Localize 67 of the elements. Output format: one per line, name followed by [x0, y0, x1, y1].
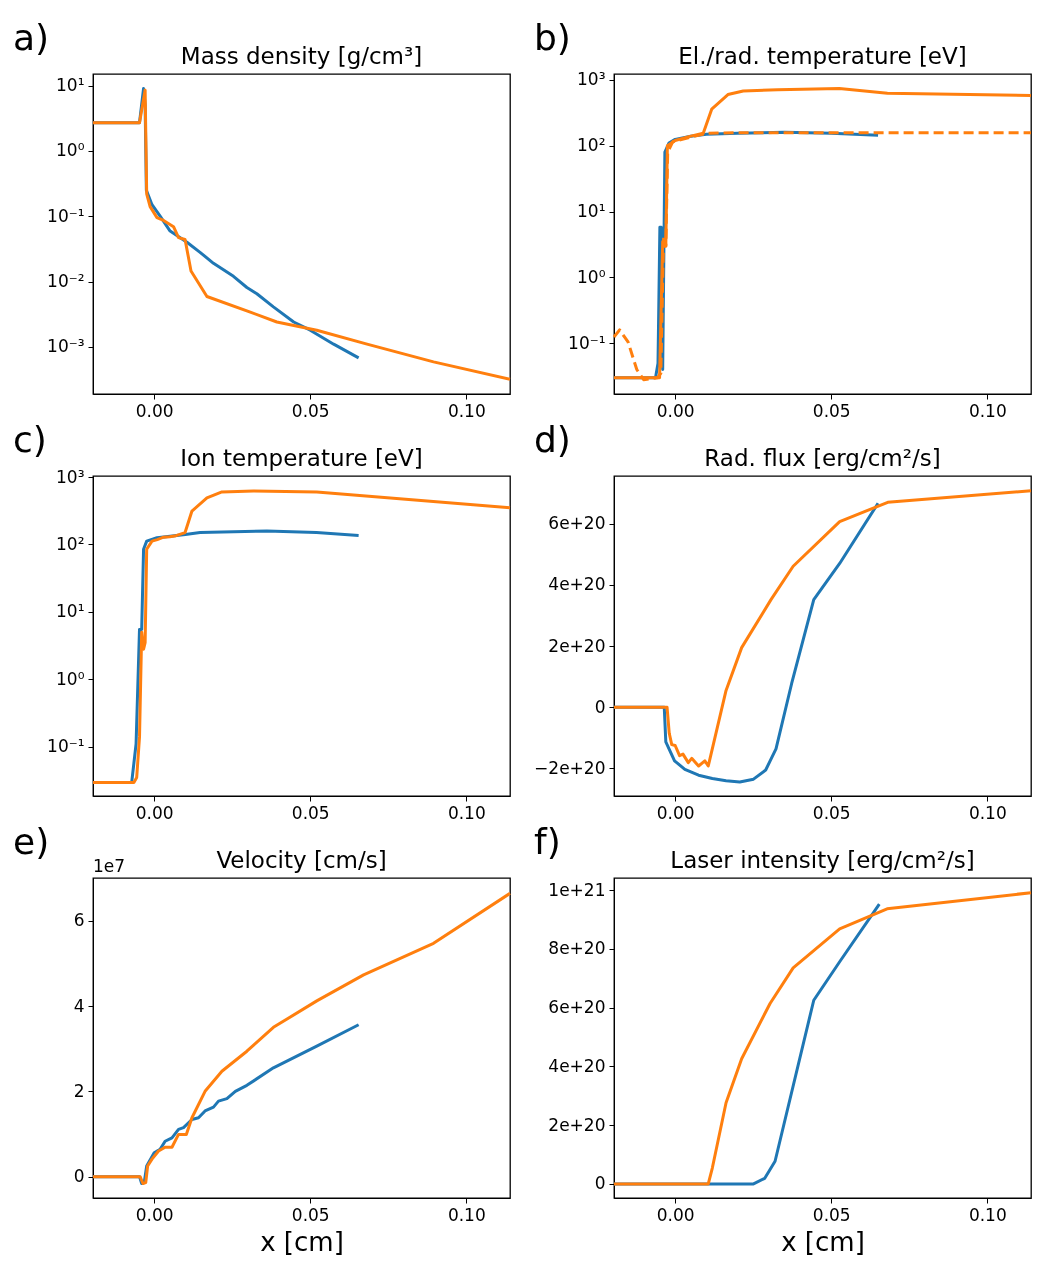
- chart-title: Mass density [g/cm³]: [180, 43, 423, 69]
- y-tick-label: 1e+21: [548, 879, 606, 900]
- y-tick-label: 2e+20: [548, 1114, 606, 1135]
- x-tick-label: 0.00: [135, 802, 174, 823]
- x-tick-label: 0.00: [135, 400, 174, 421]
- y-tick-label: 4e+20: [548, 1055, 606, 1076]
- y-tick-label: −2e+20: [534, 757, 606, 778]
- line-series: [612, 87, 1033, 380]
- y-tick-label: 10⁰: [577, 266, 606, 287]
- y-tick-label: 6e+20: [548, 997, 606, 1018]
- y-tick-label: 10⁰: [56, 140, 85, 161]
- y-tick-label: 10²: [577, 135, 606, 156]
- y-tick-label: 10⁻³: [47, 336, 85, 357]
- y-tick-label: 10⁻¹: [47, 736, 85, 757]
- x-tick-label: 0.10: [447, 802, 486, 823]
- text: b): [534, 17, 571, 58]
- text: d): [534, 419, 571, 460]
- y-tick-label: 10³: [577, 69, 606, 90]
- chart-title: Velocity [cm/s]: [216, 847, 387, 873]
- chart-title: Rad. flux [erg/cm²/s]: [704, 445, 941, 471]
- x-tick-label: 0.10: [968, 1204, 1007, 1225]
- y-tick-label: 0: [594, 696, 606, 717]
- y-tick-label: 8e+20: [548, 938, 606, 959]
- y-tick-label: 10²: [56, 533, 85, 554]
- y-tick-label: 10¹: [56, 75, 85, 96]
- line-series: [91, 891, 512, 1185]
- x-tick-label: 0.10: [447, 1204, 486, 1225]
- x-axis-title: x [cm]: [781, 1226, 865, 1257]
- x-tick-label: 0.00: [656, 802, 695, 823]
- text: 1e7: [93, 856, 126, 876]
- line-series: [91, 88, 512, 381]
- line-series: [91, 489, 512, 784]
- y-tick-label: 2e+20: [548, 635, 606, 656]
- text: c): [13, 419, 47, 460]
- x-tick-label: 0.00: [656, 400, 695, 421]
- y-tick-label: 0: [594, 1173, 606, 1194]
- chart-title: Laser intensity [erg/cm²/s]: [670, 847, 975, 873]
- x-tick-label: 0.05: [812, 802, 851, 823]
- y-tick-label: 2: [73, 1080, 85, 1101]
- y-tick-label: 10³: [56, 466, 85, 487]
- chart-title: Ion temperature [eV]: [180, 445, 423, 471]
- x-axis-title: x [cm]: [260, 1226, 344, 1257]
- text: e): [13, 821, 50, 862]
- x-tick-label: 0.05: [291, 1204, 330, 1225]
- x-tick-label: 0.10: [968, 400, 1007, 421]
- y-tick-label: 6: [73, 910, 85, 931]
- y-tick-label: 10⁻²: [47, 271, 85, 292]
- text: a): [13, 17, 50, 58]
- x-tick-label: 0.05: [291, 400, 330, 421]
- y-tick-label: 0: [73, 1166, 85, 1187]
- y-tick-label: 10¹: [56, 601, 85, 622]
- y-tick-label: 10⁰: [56, 668, 85, 689]
- y-tick-label: 4: [73, 995, 85, 1016]
- x-tick-label: 0.05: [812, 400, 851, 421]
- y-tick-label: 6e+20: [548, 513, 606, 534]
- y-tick-label: 4e+20: [548, 574, 606, 595]
- x-tick-label: 0.05: [291, 802, 330, 823]
- x-tick-label: 0.10: [447, 400, 486, 421]
- x-tick-label: 0.00: [656, 1204, 695, 1225]
- y-tick-label: 10⁻¹: [47, 205, 85, 226]
- y-tick-label: 10⁻¹: [568, 332, 606, 353]
- text: f): [534, 821, 561, 862]
- x-tick-label: 0.10: [968, 802, 1007, 823]
- x-tick-label: 0.05: [812, 1204, 851, 1225]
- x-tick-label: 0.00: [135, 1204, 174, 1225]
- y-tick-label: 10¹: [577, 201, 606, 222]
- chart-title: El./rad. temperature [eV]: [678, 43, 967, 69]
